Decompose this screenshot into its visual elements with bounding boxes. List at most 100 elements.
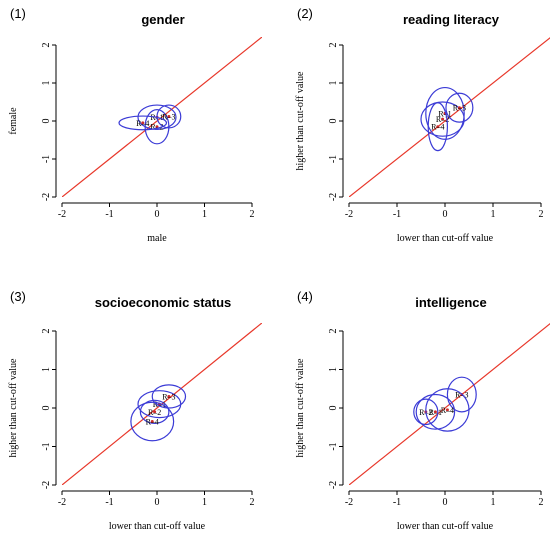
ellipse-center-2 bbox=[153, 410, 157, 414]
x-tick-label: -2 bbox=[58, 209, 66, 220]
y-tick-label: -1 bbox=[41, 155, 52, 163]
panel-3: (3) socioeconomic status -2 -2 -1 -1 0 0 1 1 2 2 low… bbox=[8, 289, 262, 532]
panel-title: intelligence bbox=[415, 295, 487, 310]
x-axis-label: lower than cut-off value bbox=[109, 521, 206, 532]
panel-number: (1) bbox=[10, 6, 26, 21]
reference-line bbox=[349, 323, 550, 485]
y-tick-label: 0 bbox=[41, 406, 52, 411]
x-tick-label: 0 bbox=[443, 497, 448, 508]
x-tick-label: -2 bbox=[58, 497, 66, 508]
ellipse-4 bbox=[130, 401, 175, 442]
ellipse-4 bbox=[425, 388, 470, 432]
ellipse-label-4: R–4 bbox=[441, 406, 454, 415]
x-tick-label: -2 bbox=[345, 209, 353, 220]
ellipse-4 bbox=[118, 115, 168, 131]
ellipse-label-3: R–3 bbox=[162, 112, 175, 121]
y-tick-label: 2 bbox=[41, 43, 52, 48]
y-tick-label: 2 bbox=[328, 329, 339, 334]
y-tick-label: -2 bbox=[41, 481, 52, 489]
x-tick-label: 0 bbox=[443, 209, 448, 220]
x-axis-label: lower than cut-off value bbox=[397, 521, 494, 532]
ellipse-label-1: R–1 bbox=[153, 400, 166, 409]
reference-line bbox=[349, 37, 550, 197]
ellipse-3 bbox=[445, 92, 474, 123]
y-tick-label: -2 bbox=[328, 193, 339, 201]
x-tick-label: 1 bbox=[491, 497, 496, 508]
y-tick-label: -1 bbox=[41, 442, 52, 450]
ellipse-label-3: R–3 bbox=[455, 391, 468, 400]
ellipse-center-2 bbox=[441, 117, 445, 121]
ellipse-3 bbox=[151, 384, 187, 409]
y-axis-label: higher than cut-off value bbox=[295, 358, 306, 458]
ellipse-center-4 bbox=[150, 419, 154, 423]
ellipse-2 bbox=[413, 398, 439, 426]
y-tick-label: 2 bbox=[41, 329, 52, 334]
ellipse-center-3 bbox=[167, 394, 171, 398]
ellipse-label-2: R–2 bbox=[436, 115, 449, 124]
ellipse-center-4 bbox=[436, 125, 440, 129]
ellipse-2 bbox=[420, 101, 465, 137]
y-tick-label: 2 bbox=[328, 43, 339, 48]
ellipse-1 bbox=[137, 104, 177, 130]
panel-title: gender bbox=[141, 12, 184, 27]
x-tick-label: 2 bbox=[539, 209, 544, 220]
ellipse-label-4: R–4 bbox=[146, 417, 159, 426]
y-axis-label: higher than cut-off value bbox=[8, 358, 19, 458]
x-tick-label: -2 bbox=[345, 497, 353, 508]
x-axis-label: male bbox=[147, 233, 167, 244]
y-tick-label: 1 bbox=[41, 81, 52, 86]
ellipse-center-1 bbox=[433, 410, 437, 414]
y-tick-label: 1 bbox=[328, 81, 339, 86]
x-tick-label: 1 bbox=[491, 209, 496, 220]
y-axis-label: higher than cut-off value bbox=[295, 71, 306, 171]
panel-4: (4) intelligence -2 -2 -1 -1 0 0 1 1 2 2 lower than … bbox=[295, 289, 550, 532]
ellipse-center-3 bbox=[167, 114, 171, 118]
panel-number: (4) bbox=[297, 289, 313, 304]
x-tick-label: 0 bbox=[155, 209, 160, 220]
x-tick-label: 2 bbox=[250, 209, 255, 220]
y-tick-label: 0 bbox=[328, 119, 339, 124]
x-tick-label: 0 bbox=[155, 497, 160, 508]
ellipse-label-3: R–3 bbox=[162, 392, 175, 401]
ellipse-center-4 bbox=[445, 408, 449, 412]
x-tick-label: -1 bbox=[105, 209, 113, 220]
x-tick-label: 2 bbox=[539, 497, 544, 508]
ellipse-3 bbox=[156, 104, 182, 129]
x-tick-label: -1 bbox=[105, 497, 113, 508]
ellipse-center-4 bbox=[141, 121, 145, 125]
y-tick-label: 1 bbox=[328, 367, 339, 372]
y-tick-label: -1 bbox=[328, 155, 339, 163]
panel-number: (2) bbox=[297, 6, 313, 21]
x-tick-label: -1 bbox=[393, 209, 401, 220]
ellipse-3 bbox=[446, 376, 477, 413]
panel-title: reading literacy bbox=[403, 12, 500, 27]
ellipse-label-4: R–4 bbox=[431, 123, 444, 132]
y-tick-label: 0 bbox=[328, 406, 339, 411]
ellipse-label-3: R–3 bbox=[453, 104, 466, 113]
panel-2: (2) reading literacy -2 -2 -1 -1 0 0 1 1 2 2 lower t… bbox=[295, 6, 550, 244]
reference-line bbox=[62, 323, 262, 485]
y-tick-label: 0 bbox=[41, 119, 52, 124]
ellipse-label-4: R–4 bbox=[136, 119, 149, 128]
ellipse-center-2 bbox=[155, 125, 159, 129]
x-axis-label: lower than cut-off value bbox=[397, 233, 494, 244]
x-tick-label: 2 bbox=[250, 497, 255, 508]
reference-line bbox=[62, 37, 262, 197]
y-tick-label: -2 bbox=[328, 481, 339, 489]
ellipse-1 bbox=[425, 86, 465, 140]
ellipse-1 bbox=[415, 393, 456, 430]
ellipse-label-2: R–2 bbox=[150, 123, 163, 132]
ellipse-label-1: R–1 bbox=[438, 109, 451, 118]
panel-number: (3) bbox=[10, 289, 26, 304]
y-axis-label: female bbox=[8, 107, 19, 135]
x-tick-label: 1 bbox=[202, 209, 207, 220]
x-tick-label: 1 bbox=[202, 497, 207, 508]
ellipse-label-2: R–2 bbox=[148, 408, 161, 417]
ellipse-center-3 bbox=[457, 106, 461, 110]
ellipse-2 bbox=[139, 399, 170, 425]
x-tick-label: -1 bbox=[393, 497, 401, 508]
panel-title: socioeconomic status bbox=[95, 295, 232, 310]
y-tick-label: -2 bbox=[41, 193, 52, 201]
